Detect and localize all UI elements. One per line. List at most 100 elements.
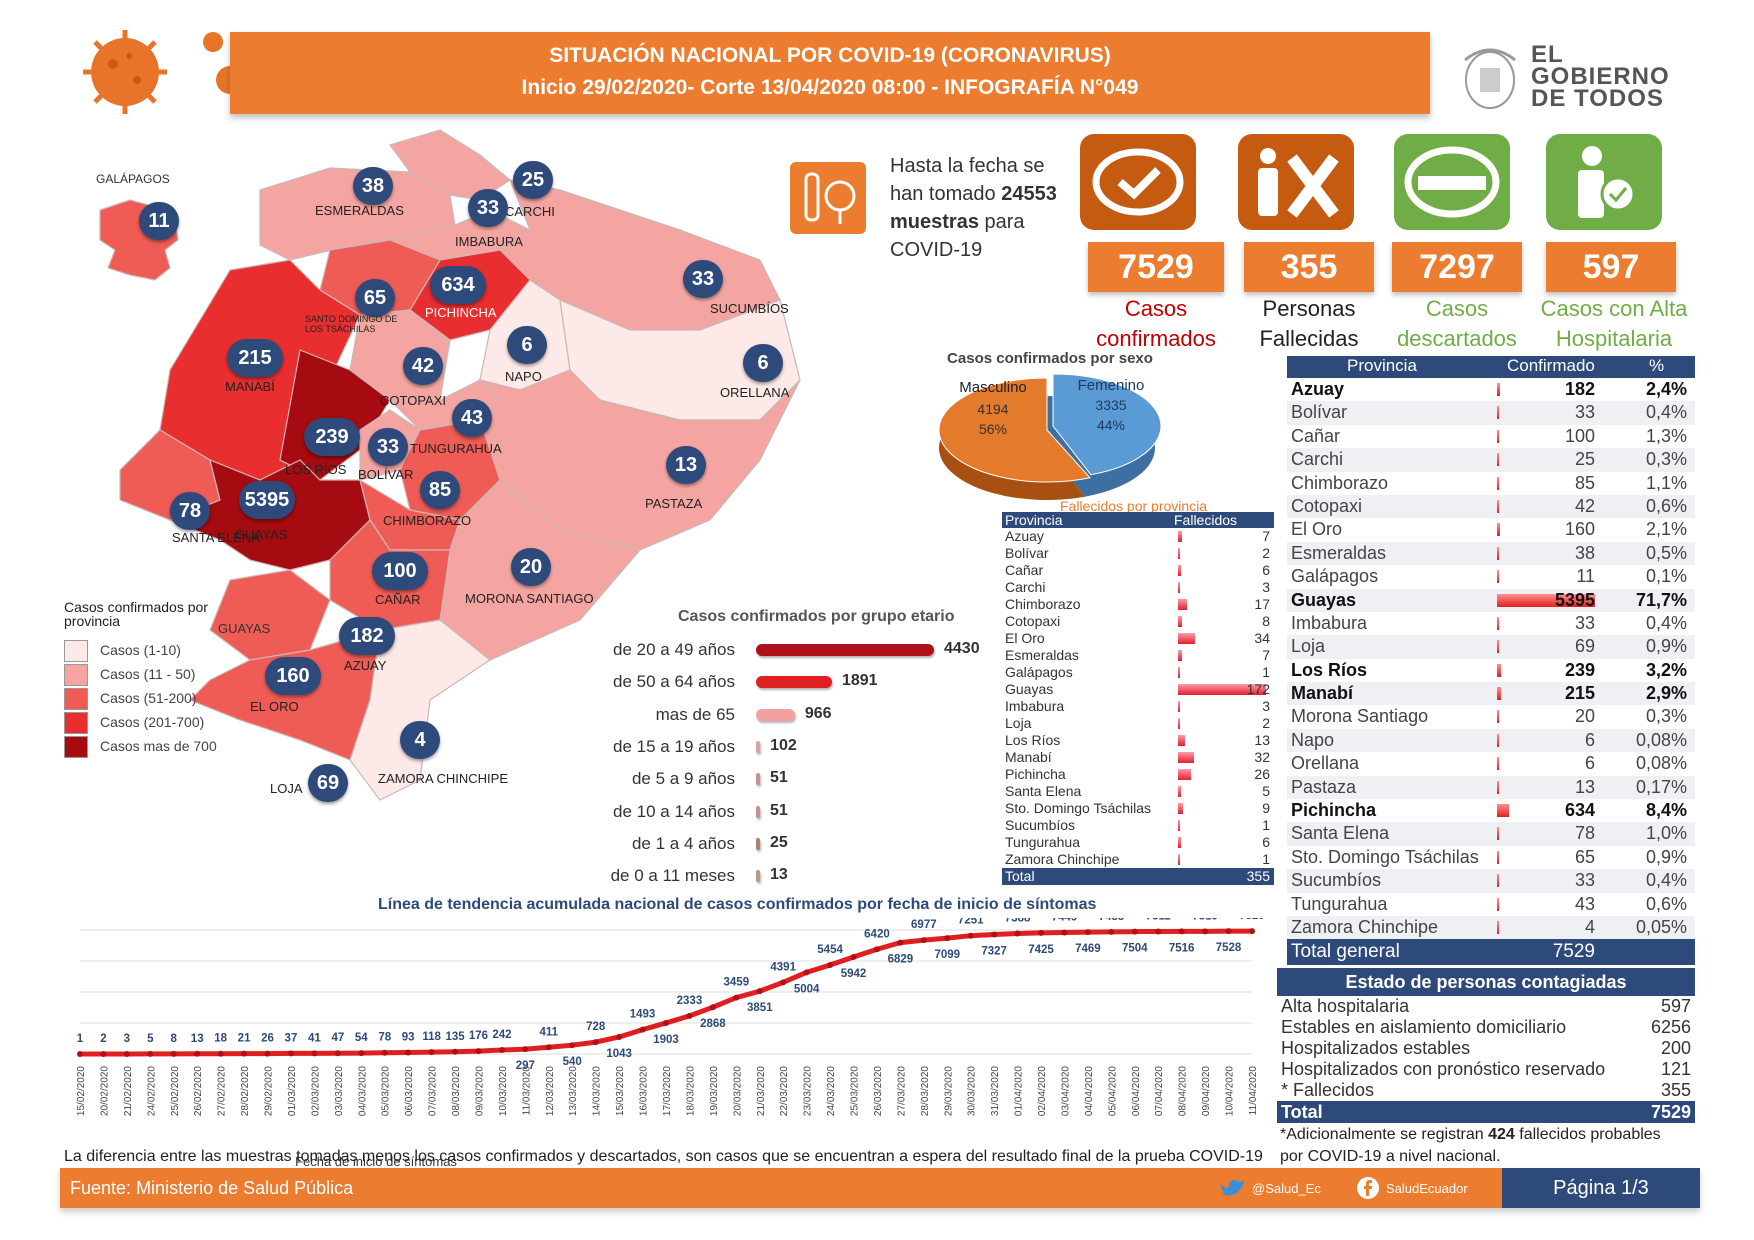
deaths-row: Cotopaxi 8 [1002,613,1274,630]
trend-tick-label: 05/03/2020 [381,1066,392,1116]
trend-tick-label: 10/03/2020 [498,1066,509,1116]
twitter-handle[interactable]: @Salud_Ec [1252,1181,1321,1196]
province-row-bar [1497,406,1499,420]
trend-data-label: 5942 [841,968,867,980]
age-group-value: 25 [770,833,788,851]
age-group-bar [756,708,795,721]
deaths-table: Provincia Fallecidos Azuay 7 Bolívar 2 Cañar… [1002,512,1274,885]
deaths-row: Sucumbíos 1 [1002,817,1274,834]
province-row-value: 20 [1574,706,1595,727]
province-row-value: 6 [1584,729,1595,750]
province-row: Santa Elena 78 1,0% [1287,822,1695,846]
legend-swatch [64,664,88,686]
state-row: Hospitalizados con pronóstico reservado 1… [1277,1059,1695,1080]
province-row-name: Los Ríos [1291,659,1368,680]
deaths-label-1: Personas [1262,296,1356,321]
trend-point [1178,928,1185,935]
trend-tick-label: 25/02/2020 [170,1066,181,1116]
deaths-row: Pichincha 26 [1002,766,1274,783]
state-total-value: 7529 [1650,1102,1691,1122]
province-row: Carchi 25 0,3% [1287,448,1695,472]
samples-pre: Hasta la fecha se han tomado [890,155,1045,205]
trend-tick-label: 06/03/2020 [404,1066,415,1116]
trend-tick-label: 23/03/2020 [803,1066,814,1116]
map-province-label: LOJA [270,781,303,796]
legend-label: Casos (1-10) [100,642,181,658]
page-title: SITUACIÓN NACIONAL POR COVID-19 (CORONAV… [549,44,1111,67]
deaths-row: El Oro 34 [1002,630,1274,647]
deaths-row: Los Ríos 13 [1002,732,1274,749]
map-marker: 33 [368,428,408,466]
deaths-row-value: 1 [1262,851,1270,867]
state-row-value: 355 [1660,1080,1691,1100]
trend-point [1061,929,1068,936]
province-row-name: Loja [1291,636,1326,657]
map-marker: 11 [139,202,179,240]
province-row-value: 160 [1564,519,1595,540]
trend-data-label: 37 [285,1032,298,1044]
page-indicator: Página 1/3 [1502,1168,1700,1208]
province-row-pct: 0,6% [1645,893,1687,914]
province-row-value: 5395 [1554,589,1595,610]
province-row-bar [1497,453,1499,467]
province-row-bar [1497,616,1499,630]
trend-data-label: 7504 [1122,943,1148,955]
province-row: Sucumbíos 33 0,4% [1287,869,1695,893]
trend-point [663,1019,669,1026]
deaths-row-bar [1178,684,1266,695]
province-row-name: Esmeraldas [1291,542,1387,563]
trend-point [1014,930,1021,937]
trend-point [241,1050,248,1057]
logo-line3: DE TODOS [1531,85,1664,112]
deaths-row-bar [1178,548,1180,559]
trend-tick-label: 02/03/2020 [310,1066,321,1116]
deaths-row-value: 13 [1254,732,1270,748]
trend-point [287,1050,294,1057]
facebook-handle[interactable]: SaludEcuador [1386,1181,1468,1196]
province-row-bar [1497,593,1595,607]
trend-point [803,969,810,976]
confirmed-label: Casos confirmados [1070,294,1242,354]
age-group-label: de 5 a 9 años [631,769,735,789]
province-row-pct: 0,4% [1645,402,1687,423]
trend-point [194,1050,201,1057]
deaths-row-bar [1178,582,1180,593]
trend-data-label: 6977 [911,919,937,931]
state-total-label: Total [1281,1102,1323,1122]
deaths-row-value: 3 [1262,698,1270,714]
province-total-label: Total general [1291,941,1400,963]
deaths-row-value: 1 [1262,664,1270,680]
trend-point [616,1033,623,1040]
trend-tick-label: 07/04/2020 [1154,1066,1165,1116]
discharged-label-1: Casos con Alta [1540,296,1688,321]
province-row: Tungurahua 43 0,6% [1287,893,1695,916]
trend-tick-label: 01/04/2020 [1014,1066,1025,1116]
trend-point [498,1047,505,1054]
trend-data-label: 411 [540,1026,559,1038]
state-total-row: Total 7529 [1277,1101,1695,1123]
trend-data-label: 8 [171,1033,178,1045]
age-group-label: de 15 a 19 años [613,736,735,756]
province-row: Galápagos 11 0,1% [1287,565,1695,588]
age-group-bar [756,805,760,818]
map-marker: 634 [430,266,486,304]
trend-data-label: 540 [563,1056,582,1068]
province-row-pct: 0,17% [1635,776,1687,797]
state-row-value: 200 [1660,1038,1691,1058]
deaths-row: Loja 2 [1002,715,1274,732]
trend-tick-label: 05/04/2020 [1107,1066,1118,1116]
note-post: fallecidos probables por COVID-19 a nive… [1280,1126,1661,1165]
trend-data-label: 7099 [934,949,960,961]
map-province-label: SUCUMBÍOS [710,301,789,316]
map-province-label: PASTAZA [645,496,703,511]
province-row-value: 33 [1574,402,1595,423]
age-group-label: de 1 a 4 años [631,833,735,853]
trend-point [639,1026,646,1033]
trend-point [311,1050,318,1057]
deaths-row-value: 2 [1262,715,1270,731]
trend-tick-label: 09/03/2020 [474,1066,485,1116]
deaths-row-value: 7 [1262,647,1270,663]
deaths-col-deaths: Fallecidos [1174,512,1238,528]
deaths-row-name: Esmeraldas [1005,647,1079,663]
map-province-label: SANTO DOMINGO DE LOS TSÁCHILAS [305,314,398,334]
